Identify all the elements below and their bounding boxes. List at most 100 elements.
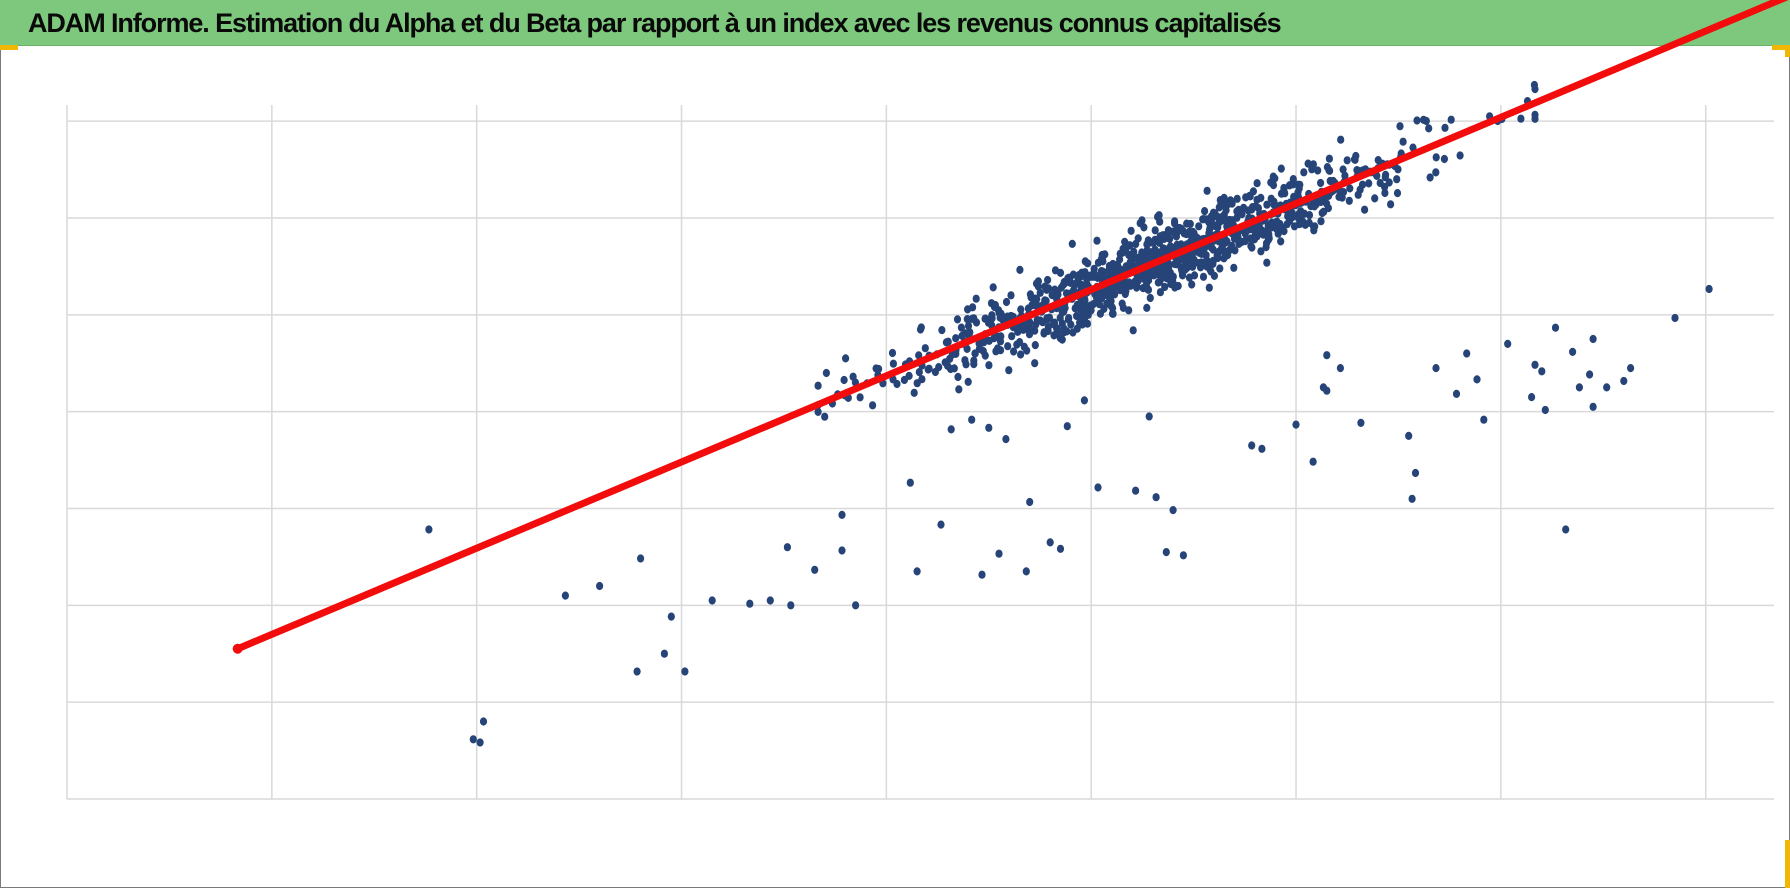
data-point [766,596,774,605]
data-point [1300,168,1308,177]
data-point [1058,308,1066,317]
data-point [1251,228,1259,237]
data-point [1248,441,1256,450]
data-point [1002,297,1011,307]
data-point [1409,143,1417,152]
data-point [1242,236,1250,245]
data-point [1253,179,1261,188]
scatter-points [425,80,1713,747]
data-point [955,385,963,394]
data-point [856,393,864,402]
data-point [1569,347,1577,356]
data-point [1228,241,1236,250]
regression-line-start-marker [232,643,243,654]
data-point [1283,220,1291,229]
data-point [822,368,831,378]
data-point [1004,342,1012,351]
data-point [1473,375,1481,384]
data-point [1205,225,1214,235]
data-point [1206,264,1214,273]
data-point [1044,275,1052,285]
data-point [1432,153,1440,162]
data-point [1178,271,1187,280]
data-point [1022,567,1030,576]
data-point [1309,457,1317,466]
data-point [972,294,980,303]
data-point [1326,166,1334,175]
data-point [1068,239,1076,248]
data-point [988,314,996,323]
data-point [1350,155,1359,164]
data-point [1504,339,1512,348]
data-point [1031,341,1039,350]
data-point [476,738,484,747]
data-point [811,565,819,574]
resize-handle-top-right-vertical[interactable] [1785,45,1790,57]
data-point [1589,334,1597,344]
data-point [1405,431,1413,440]
data-point [1408,494,1416,503]
data-point [1223,237,1231,246]
data-point [1007,291,1015,300]
data-point [1081,257,1089,266]
data-point [1064,315,1072,324]
data-point [1538,367,1546,376]
data-point [667,612,675,621]
data-point [1326,176,1334,186]
data-point [1396,122,1404,131]
data-point [1136,219,1144,228]
data-point [1531,110,1539,119]
data-point [787,601,795,610]
data-point [1346,184,1354,193]
regression-line-group [232,0,1789,654]
data-point [746,599,754,608]
data-point [1309,160,1317,169]
resize-handle-top-right[interactable] [1772,45,1790,50]
data-point [1118,299,1126,308]
data-point [1393,189,1402,198]
data-point [1063,422,1071,431]
data-point [1056,268,1065,277]
data-point [963,344,971,353]
data-point [1285,181,1294,190]
data-point [1432,168,1440,177]
data-point [1026,290,1034,299]
data-point [1097,288,1106,297]
data-point [1064,274,1072,283]
data-point [1277,164,1285,173]
data-point [1195,222,1203,231]
data-point [1201,207,1209,216]
data-point [1336,364,1344,373]
data-point [1222,206,1230,215]
data-point [968,415,976,424]
data-point [1083,279,1091,288]
data-point [1268,218,1276,227]
data-point [954,372,962,382]
data-point [1426,173,1434,182]
data-point [1233,194,1241,203]
data-point [1132,486,1140,495]
data-point [1164,230,1172,239]
data-point [1314,166,1322,175]
data-point [1188,280,1196,289]
data-point [561,591,570,600]
data-point [1105,265,1114,274]
data-point [1026,497,1034,507]
data-point [1235,239,1243,248]
data-point [1517,114,1525,123]
data-point [1263,258,1271,267]
data-point [1530,80,1538,90]
resize-handle-top-left[interactable] [0,45,18,50]
data-point [1381,188,1389,198]
data-point [1411,468,1420,478]
data-point [1044,322,1052,332]
resize-handle-bottom-right[interactable] [1785,840,1790,888]
data-point [888,348,897,358]
data-point [1627,364,1635,373]
data-point [1125,241,1133,250]
regression-line [234,0,1789,653]
data-point [1345,196,1353,205]
data-point [1440,154,1448,164]
data-point [1317,217,1325,226]
